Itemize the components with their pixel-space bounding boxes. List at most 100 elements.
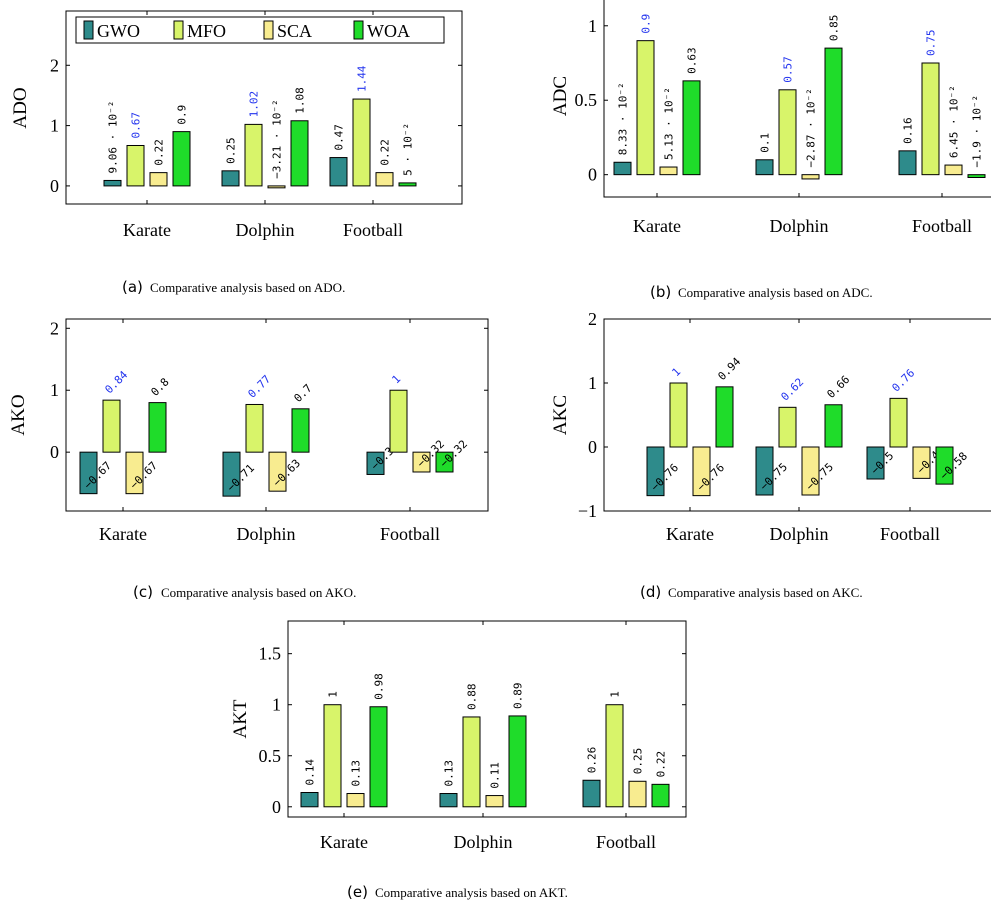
legend-swatch-sca (263, 20, 274, 40)
legend-swatch-woa (353, 20, 364, 40)
data-label: 1.08 (294, 87, 307, 114)
bar-gwo (300, 792, 319, 808)
legend-entry-sca: SCA (277, 21, 312, 41)
legend-box (75, 16, 445, 44)
y-tick-label: 0 (272, 797, 281, 817)
bar-woa (172, 131, 191, 187)
legend-swatch-mfo (173, 20, 184, 40)
bar-woa (398, 182, 417, 187)
caption-text: Comparative analysis based on ADC. (678, 285, 873, 300)
data-label: 0.1 (759, 133, 772, 153)
bar-gwo (613, 161, 632, 176)
x-category-label: Karate (123, 220, 171, 240)
legend-swatch-gwo (83, 20, 94, 40)
x-category-label: Karate (633, 216, 681, 236)
x-category-label: Dolphin (235, 220, 294, 240)
bar-woa (508, 715, 527, 808)
bar-woa (290, 120, 309, 187)
x-category-label: Dolphin (769, 216, 828, 236)
y-tick-label: 2 (50, 55, 59, 75)
x-category-label: Football (380, 524, 440, 544)
bar-mfo (245, 403, 264, 453)
data-label: 0.8 (148, 375, 171, 398)
plot-frame (287, 620, 687, 818)
data-label: 1.44 (356, 65, 369, 92)
bar-woa (435, 451, 454, 473)
bar-mfo (778, 89, 797, 176)
bar-woa (824, 404, 843, 448)
data-label: 0.94 (715, 355, 743, 383)
y-tick-label: 2 (50, 318, 59, 338)
data-label: 5 · 10⁻² (402, 123, 415, 176)
bar-gwo (439, 793, 458, 808)
bar-sca (125, 451, 144, 495)
data-label: 0.9 (176, 105, 189, 125)
bar-mfo (636, 40, 655, 176)
bar-sca (944, 164, 963, 176)
bar-sca (801, 174, 820, 180)
bar-mfo (126, 144, 145, 187)
data-label: 0.11 (489, 762, 502, 789)
data-label: 9.06 · 10⁻² (107, 101, 120, 174)
x-category-label: Dolphin (236, 524, 295, 544)
data-label: 1 (327, 691, 340, 698)
data-label: 0.62 (778, 376, 806, 404)
bar-mfo (244, 123, 263, 187)
data-label: 0.85 (828, 15, 841, 42)
x-category-label: Dolphin (453, 832, 512, 852)
data-label: 0.25 (225, 137, 238, 164)
bar-gwo (646, 446, 665, 497)
bar-woa (291, 408, 310, 453)
bar-sca (346, 793, 365, 808)
y-tick-label: 2 (588, 309, 597, 329)
y-tick-label: 0 (588, 165, 597, 185)
x-category-label: Football (343, 220, 403, 240)
bar-woa (824, 47, 843, 176)
y-tick-label: 1 (50, 116, 59, 136)
bar-gwo (582, 779, 601, 808)
caption-letter: (d) (640, 583, 661, 601)
data-label: 0.98 (373, 673, 386, 700)
x-category-label: Football (880, 524, 940, 544)
plot-frame (65, 10, 463, 205)
plot-frame (603, 0, 991, 198)
data-label: 0.84 (102, 368, 130, 396)
data-label: −3.21 · 10⁻² (271, 99, 284, 178)
bar-mfo (778, 406, 797, 448)
data-label: 0.14 (304, 759, 317, 786)
plot-frame (65, 318, 489, 512)
y-tick-label: 0 (588, 437, 597, 457)
bar-gwo (366, 451, 385, 475)
y-axis-label: ADC (550, 76, 571, 116)
bar-gwo (898, 150, 917, 176)
data-label: 0.25 (632, 748, 645, 775)
y-tick-label: 1 (588, 373, 597, 393)
legend-entry-mfo: MFO (187, 21, 226, 41)
data-label: 0.22 (379, 139, 392, 166)
bar-sca (267, 185, 286, 189)
y-axis-label: AKO (8, 394, 29, 435)
chart-panel-adc: 0 0.5 1 ADC Karate Dolphin Football 8.33 · 10⁻²… (550, 0, 991, 301)
data-label: 0.75 (925, 30, 938, 57)
bar-sca (659, 166, 678, 176)
x-category-label: Karate (99, 524, 147, 544)
bar-mfo (462, 716, 481, 808)
data-label: 0.66 (824, 373, 852, 401)
bar-mfo (389, 389, 408, 453)
legend-entry-woa: WOA (367, 21, 410, 41)
y-tick-label: 1.5 (259, 644, 282, 664)
bar-gwo (222, 451, 241, 497)
data-label: 5.13 · 10⁻² (663, 87, 676, 160)
bar-gwo (221, 170, 240, 187)
bar-woa (967, 174, 986, 178)
data-label: −2.87 · 10⁻² (805, 88, 818, 167)
bar-sca (412, 451, 431, 473)
bar-mfo (669, 382, 688, 448)
bar-woa (651, 783, 670, 808)
bar-sca (485, 795, 504, 808)
data-label: 6.45 · 10⁻² (948, 85, 961, 158)
data-label: 0.88 (466, 683, 479, 710)
caption-text: Comparative analysis based on AKT. (375, 885, 568, 900)
